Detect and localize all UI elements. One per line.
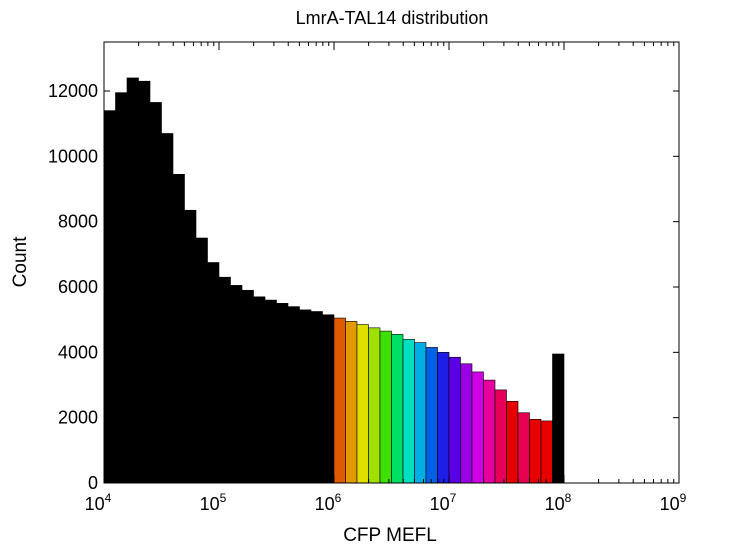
y-tick-label: 8000 bbox=[58, 212, 98, 232]
histogram-bar bbox=[299, 309, 312, 484]
histogram-bar bbox=[310, 311, 323, 484]
chart-title: LmrA-TAL14 distribution bbox=[296, 8, 489, 28]
histogram-bar bbox=[379, 330, 392, 484]
histogram-bar bbox=[494, 389, 507, 484]
x-tick-label: 108 bbox=[545, 491, 572, 514]
histogram-bar bbox=[333, 317, 346, 484]
histogram-bar bbox=[517, 412, 530, 484]
histogram-bar bbox=[126, 77, 139, 484]
x-tick-label: 106 bbox=[315, 491, 342, 514]
histogram-bar bbox=[184, 209, 197, 484]
histogram-bar bbox=[448, 356, 461, 484]
histogram-bar bbox=[161, 133, 174, 484]
histogram-bar bbox=[506, 401, 519, 484]
x-axis-ticks: 104 105 106 107 108 109 bbox=[85, 42, 687, 514]
y-tick-label: 2000 bbox=[58, 408, 98, 428]
histogram-bar bbox=[356, 324, 369, 484]
histogram-bar bbox=[460, 363, 473, 484]
y-tick-label: 0 bbox=[88, 473, 98, 493]
histogram-bar bbox=[230, 285, 243, 484]
y-tick-label: 6000 bbox=[58, 277, 98, 297]
y-tick-label: 10000 bbox=[48, 146, 98, 166]
x-tick-label: 107 bbox=[430, 491, 457, 514]
histogram-bar bbox=[368, 327, 381, 484]
histogram-bar bbox=[172, 174, 185, 484]
histogram-bar bbox=[253, 296, 266, 484]
histogram-bar bbox=[529, 418, 542, 484]
histogram-bar bbox=[287, 306, 300, 484]
histogram-bar bbox=[483, 379, 496, 484]
y-tick-label: 4000 bbox=[58, 342, 98, 362]
histogram-bar bbox=[322, 314, 335, 484]
y-axis-label: Count bbox=[10, 236, 31, 287]
x-tick-label: 105 bbox=[200, 491, 227, 514]
histogram-bar bbox=[195, 237, 208, 484]
histogram-bar bbox=[391, 334, 404, 484]
histogram-bar bbox=[552, 353, 565, 484]
histogram-bar bbox=[138, 80, 151, 484]
histogram-bar bbox=[115, 92, 128, 484]
y-tick-label: 12000 bbox=[48, 81, 98, 101]
histogram-bar bbox=[437, 352, 450, 484]
histogram-bar bbox=[218, 276, 231, 484]
histogram-bar bbox=[276, 303, 289, 484]
histogram-bar bbox=[207, 262, 220, 484]
histogram-bar bbox=[149, 102, 162, 484]
histogram-bar bbox=[471, 371, 484, 484]
x-axis-label: CFP MEFL bbox=[343, 525, 437, 546]
histogram-bar bbox=[414, 342, 427, 484]
histogram-bar bbox=[345, 320, 358, 484]
histogram-bar bbox=[425, 347, 438, 484]
plot-frame bbox=[103, 41, 680, 484]
histogram-bar bbox=[241, 289, 254, 484]
x-tick-label: 104 bbox=[85, 491, 112, 514]
histogram-bar bbox=[264, 299, 277, 484]
y-axis-ticks: 0 2000 4000 6000 8000 10000 12000 bbox=[48, 81, 679, 493]
histogram-bar bbox=[540, 420, 553, 484]
histogram-bar bbox=[103, 110, 116, 484]
x-tick-label: 109 bbox=[660, 491, 687, 514]
histogram-bar bbox=[402, 338, 415, 484]
